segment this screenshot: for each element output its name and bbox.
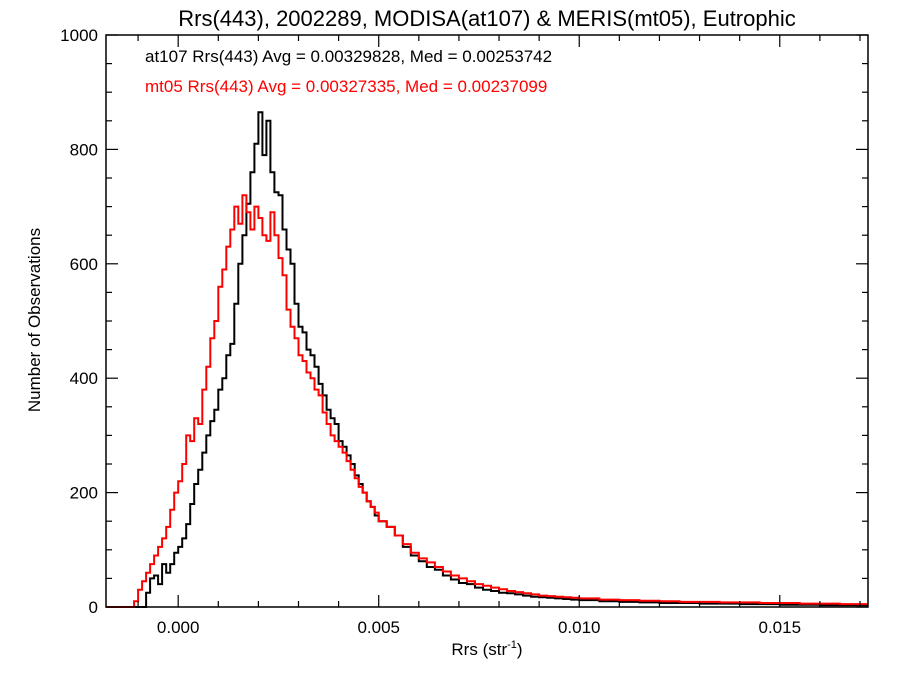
plot-frame [105,34,869,608]
x-tick-label: 0.005 [357,618,400,637]
series-line-at107 [106,111,868,608]
y-axis-label: Number of Observations [25,228,44,412]
annotation-mt05-stats: mt05 Rrs(443) Avg = 0.00327335, Med = 0.… [145,77,547,96]
y-tick-label: 200 [70,484,98,503]
y-tick-label: 0 [89,598,98,617]
y-tick-label: 400 [70,369,98,388]
y-tick-label: 1000 [60,26,98,45]
series-line-mt05 [106,194,868,608]
plot-area: 0.000 0.005 0.010 0.015 0 200 400 600 800 1000 [60,26,869,637]
y-tick-label: 800 [70,140,98,159]
ticks-layer: 0.000 0.005 0.010 0.015 0 200 400 600 800 1000 [60,26,868,637]
x-axis-label-close: ) [517,640,523,659]
chart-title: Rrs(443), 2002289, MODISA(at107) & MERIS… [178,6,795,31]
x-tick-label: 0.000 [157,618,200,637]
x-tick-label: 0.015 [758,618,801,637]
x-tick-label: 0.010 [558,618,601,637]
x-axis-label: Rrs (str-1) [451,639,522,659]
y-tick-label: 600 [70,255,98,274]
series-layer [106,111,868,608]
x-axis-label-main: Rrs (str [451,640,507,659]
x-axis-label-superscript: -1 [507,639,517,651]
annotation-at107-stats: at107 Rrs(443) Avg = 0.00329828, Med = 0… [145,47,552,66]
